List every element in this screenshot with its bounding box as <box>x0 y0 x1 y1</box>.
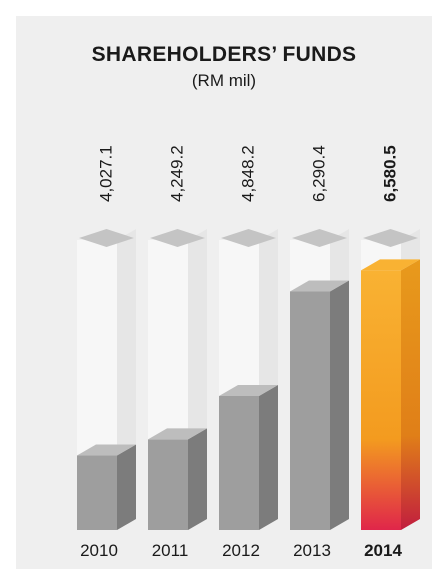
bar-side <box>117 444 136 530</box>
chart-title: SHAREHOLDERS’ FUNDS <box>91 43 357 66</box>
bar-top <box>219 385 278 397</box>
chart-subtitle: (RM mil) <box>191 71 257 90</box>
bar-side <box>401 259 420 530</box>
bar-top <box>361 259 420 271</box>
category-label: 2014 <box>364 541 402 560</box>
bar-front <box>219 396 259 530</box>
tube-cap <box>221 229 276 247</box>
value-label: 6,290.4 <box>310 145 329 202</box>
category-label: 2011 <box>152 541 189 560</box>
tube-cap <box>363 229 418 247</box>
value-label: 6,580.5 <box>381 145 400 202</box>
value-label: 4,848.2 <box>239 145 258 202</box>
tube-cap <box>150 229 205 247</box>
bar-front <box>290 291 330 530</box>
value-label: 4,027.1 <box>97 145 116 202</box>
bar-top <box>290 280 349 292</box>
category-label: 2012 <box>222 541 260 560</box>
bar-side <box>330 280 349 530</box>
bar-front <box>77 455 117 530</box>
bar-top <box>77 444 136 456</box>
tube-cap <box>292 229 347 247</box>
bar-front <box>148 439 188 530</box>
category-label: 2013 <box>293 541 331 560</box>
bar-top <box>148 428 207 440</box>
value-label: 4,249.2 <box>168 145 187 202</box>
bar-side <box>188 428 207 530</box>
bar-side <box>259 385 278 530</box>
tube-cap <box>79 229 134 247</box>
category-label: 2010 <box>80 541 118 560</box>
bar-front <box>361 270 401 530</box>
